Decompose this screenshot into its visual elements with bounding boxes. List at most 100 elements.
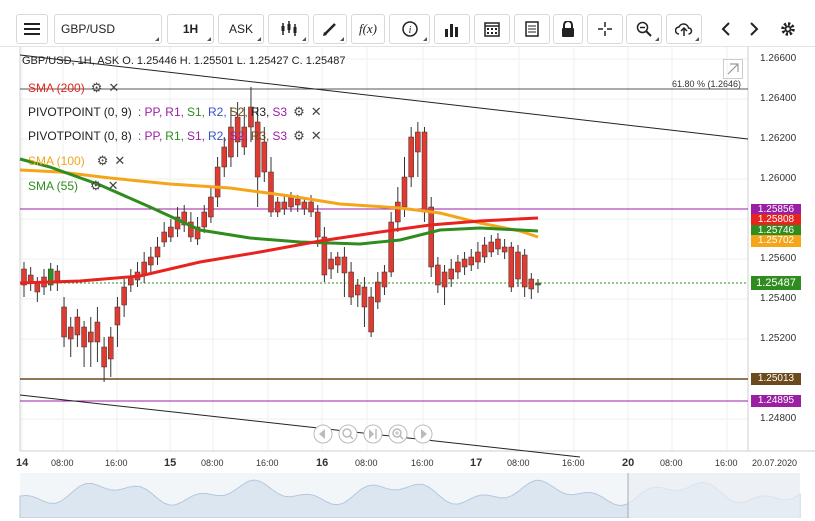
nav-left-icon[interactable] <box>313 424 333 444</box>
calendar-button[interactable] <box>474 14 510 44</box>
gear-icon[interactable]: ⚙ <box>90 80 103 95</box>
close-icon[interactable]: ✕ <box>108 80 120 95</box>
pivot-r3: R3, <box>250 129 270 143</box>
reset-icon[interactable] <box>363 424 383 444</box>
time-tick: 14 <box>16 457 29 469</box>
close-icon[interactable]: ✕ <box>114 153 126 168</box>
candle-body <box>94 321 101 343</box>
candle-body <box>468 256 474 266</box>
lock-button[interactable] <box>553 14 583 44</box>
zoom-button[interactable] <box>626 14 662 44</box>
candle-body <box>108 336 114 360</box>
settings-button[interactable] <box>774 14 802 44</box>
candle-body <box>401 176 408 208</box>
candle-body <box>435 264 441 286</box>
time-tick: 16:00 <box>562 458 585 468</box>
price-label-sma200: 1.25808 <box>751 214 801 226</box>
gear-icon[interactable]: ⚙ <box>293 128 305 143</box>
candle-body <box>441 271 448 288</box>
dropdown-corner-icon <box>340 37 344 41</box>
info-button[interactable]: i <box>389 14 430 44</box>
candle-body <box>361 286 368 308</box>
candle-body <box>421 131 428 213</box>
time-tick: 08:00 <box>660 458 683 468</box>
symbol-selector[interactable]: GBP/USD <box>54 14 162 44</box>
gear-icon[interactable]: ⚙ <box>293 104 305 119</box>
time-tick: 16:00 <box>256 458 279 468</box>
chart-type-button[interactable] <box>268 14 309 44</box>
candle-body <box>501 246 508 253</box>
candle-body <box>341 256 348 274</box>
gear-icon[interactable]: ⚙ <box>96 153 109 168</box>
candle-body <box>221 146 228 168</box>
indicators-button[interactable]: f(x) <box>351 14 385 44</box>
candle-body <box>88 331 94 343</box>
candle-body <box>201 211 207 228</box>
candle-body <box>241 126 248 148</box>
close-icon[interactable]: ✕ <box>310 104 322 119</box>
menu-button[interactable] <box>16 14 48 44</box>
close-icon[interactable]: ✕ <box>310 128 322 143</box>
crosshair-button[interactable] <box>587 14 623 44</box>
pivot-pp: : PP, <box>137 105 163 119</box>
overview-navigator[interactable] <box>0 473 815 518</box>
scroll-right-button[interactable] <box>740 14 768 44</box>
close-icon[interactable]: ✕ <box>107 178 119 193</box>
pivot-r2: R2, <box>207 105 227 119</box>
sma200-label: SMA (200) <box>28 81 85 95</box>
sma55-line <box>19 157 539 246</box>
candle-body <box>488 241 495 253</box>
legend-pivot-2[interactable]: PIVOTPOINT (0, 8) : PP, R1, S1, R2, S2, … <box>28 128 322 144</box>
candle-body <box>308 201 314 213</box>
scroll-left-button[interactable] <box>712 14 740 44</box>
nav-right-icon[interactable] <box>413 424 433 444</box>
gear-icon <box>781 22 795 36</box>
candle-body <box>495 238 501 250</box>
time-tick: 08:00 <box>355 458 378 468</box>
candle-body <box>415 131 421 153</box>
calendar-icon <box>484 22 500 37</box>
price-label-sma100: 1.25702 <box>751 235 801 247</box>
candle-body <box>381 271 388 288</box>
sma100-label: SMA (100) <box>28 154 85 168</box>
cloud-upload-icon <box>675 23 693 36</box>
timeframe-selector[interactable]: 1H <box>167 14 214 44</box>
candle-body <box>74 316 81 336</box>
chart-area[interactable]: 1.266001.264001.262001.260001.258001.256… <box>0 47 815 521</box>
price-tick: 1.24800 <box>760 413 797 424</box>
price-tick: 1.26200 <box>760 133 797 144</box>
candle-body <box>328 258 334 270</box>
volume-button[interactable] <box>434 14 470 44</box>
legend-pivot-1[interactable]: PIVOTPOINT (0, 9) : PP, R1, S1, R2, S2, … <box>28 104 322 120</box>
price-chart[interactable] <box>0 47 815 521</box>
candle-body <box>515 251 521 280</box>
fib-label: 61.80 % (1.2646) <box>672 79 742 89</box>
dropdown-corner-icon <box>655 37 659 41</box>
candle-body <box>348 271 354 298</box>
upload-button[interactable] <box>666 14 702 44</box>
legend-sma200[interactable]: SMA (200) ⚙ ✕ <box>28 80 119 96</box>
expand-button[interactable] <box>723 59 743 79</box>
legend-sma55[interactable]: SMA (55) ⚙ ✕ <box>28 178 119 194</box>
time-tick: 16:00 <box>105 458 128 468</box>
pivot-s3: S3 <box>272 105 288 119</box>
gear-icon[interactable]: ⚙ <box>90 178 102 193</box>
candles <box>21 87 541 382</box>
zoom-in-icon[interactable] <box>388 424 408 444</box>
candle-body <box>21 268 27 286</box>
pivot-s2: S2, <box>229 129 248 143</box>
price-label-current: 1.25487 <box>751 276 801 290</box>
pivot1-name: PIVOTPOINT (0, 9) <box>28 105 132 119</box>
zoom-out-icon[interactable] <box>338 424 358 444</box>
draw-tools-button[interactable] <box>313 14 347 44</box>
legend-sma100[interactable]: SMA (100) ⚙ ✕ <box>28 153 125 169</box>
candle-body <box>148 256 154 266</box>
dropdown-corner-icon <box>257 37 261 41</box>
chart-navigation <box>313 424 433 444</box>
report-button[interactable] <box>514 14 550 44</box>
candle-body <box>161 231 167 243</box>
candle-body <box>141 261 147 276</box>
bar-chart-icon <box>445 24 458 37</box>
info-icon: i <box>401 21 418 37</box>
price-type-selector[interactable]: ASK <box>218 14 264 44</box>
